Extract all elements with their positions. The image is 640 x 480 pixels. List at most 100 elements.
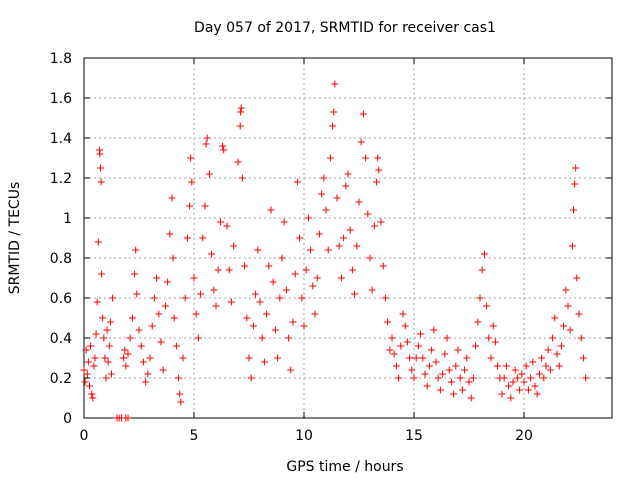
- data-point: [377, 218, 385, 226]
- data-point: [551, 314, 559, 322]
- data-point: [108, 370, 115, 378]
- data-point: [150, 294, 158, 302]
- data-point: [491, 338, 499, 346]
- data-point: [302, 266, 310, 274]
- x-axis-label: GPS time / hours: [286, 459, 403, 475]
- data-point: [289, 318, 297, 326]
- data-point: [318, 190, 326, 198]
- data-point: [500, 374, 508, 382]
- data-point: [104, 358, 112, 366]
- data-point: [247, 374, 255, 382]
- chart-title: Day 057 of 2017, SRMTID for receiver cas…: [194, 20, 496, 36]
- data-point: [450, 390, 458, 398]
- data-point: [304, 214, 312, 222]
- data-point: [278, 254, 286, 262]
- data-point: [126, 334, 134, 342]
- data-points-layer: [80, 80, 590, 422]
- data-point: [83, 370, 91, 378]
- data-point: [210, 286, 218, 294]
- data-point: [533, 390, 541, 398]
- data-point: [320, 174, 328, 182]
- data-point: [507, 394, 515, 402]
- data-point: [170, 314, 178, 322]
- data-point: [201, 202, 209, 210]
- data-point: [353, 242, 361, 250]
- y-tick-label: 1: [63, 211, 72, 227]
- data-point: [260, 358, 268, 366]
- data-point: [282, 286, 290, 294]
- data-point: [86, 382, 93, 390]
- data-point: [205, 170, 213, 178]
- data-point: [285, 334, 293, 342]
- data-point: [236, 122, 244, 130]
- data-point: [582, 374, 590, 382]
- data-point: [399, 310, 407, 318]
- data-point: [164, 278, 172, 286]
- data-point: [324, 246, 332, 254]
- data-point: [374, 154, 382, 162]
- data-point: [452, 362, 460, 370]
- data-point: [412, 354, 420, 362]
- data-point: [546, 366, 554, 374]
- data-point: [386, 346, 394, 354]
- y-tick-label: 1.4: [50, 131, 72, 147]
- data-point: [102, 374, 110, 382]
- data-point: [522, 362, 530, 370]
- data-point: [566, 326, 574, 334]
- y-tick-label: 1.8: [50, 51, 72, 67]
- data-point: [428, 346, 436, 354]
- data-point: [187, 154, 195, 162]
- data-point: [355, 198, 363, 206]
- data-point: [432, 358, 440, 366]
- data-point: [359, 110, 367, 118]
- data-point: [467, 394, 475, 402]
- x-tick-label: 0: [80, 428, 89, 444]
- data-point: [395, 374, 403, 382]
- data-point: [571, 180, 579, 188]
- data-point: [92, 330, 100, 338]
- data-point: [159, 366, 167, 374]
- data-point: [425, 362, 433, 370]
- data-point: [494, 362, 502, 370]
- data-point: [513, 374, 521, 382]
- data-point: [357, 138, 365, 146]
- data-point: [243, 314, 251, 322]
- data-point: [161, 302, 169, 310]
- data-point: [311, 310, 319, 318]
- data-point: [197, 290, 205, 298]
- data-point: [553, 350, 561, 358]
- data-point: [124, 350, 132, 358]
- data-point: [307, 246, 315, 254]
- data-point: [202, 140, 210, 148]
- data-point: [572, 164, 580, 172]
- data-point: [220, 146, 228, 154]
- data-point: [531, 382, 539, 390]
- data-point: [381, 294, 389, 302]
- data-point: [483, 302, 491, 310]
- data-point: [135, 326, 143, 334]
- data-point: [212, 302, 220, 310]
- data-point: [340, 234, 348, 242]
- data-point: [132, 246, 140, 254]
- data-point: [568, 242, 576, 250]
- data-point: [97, 178, 105, 186]
- x-tick-label: 15: [405, 428, 423, 444]
- y-tick-label: 1.2: [50, 171, 72, 187]
- data-point: [502, 362, 510, 370]
- data-point: [351, 290, 359, 298]
- data-point: [157, 338, 165, 346]
- data-point: [505, 382, 513, 390]
- data-point: [560, 322, 568, 330]
- data-point: [516, 386, 524, 394]
- data-point: [397, 342, 405, 350]
- data-point: [375, 166, 383, 174]
- data-point: [271, 326, 279, 334]
- data-point: [90, 362, 98, 370]
- data-point: [179, 354, 187, 362]
- data-point: [329, 122, 337, 130]
- data-point: [557, 342, 565, 350]
- data-point: [192, 310, 200, 318]
- data-point: [122, 362, 130, 370]
- y-tick-label: 0.4: [50, 331, 72, 347]
- data-point: [335, 242, 343, 250]
